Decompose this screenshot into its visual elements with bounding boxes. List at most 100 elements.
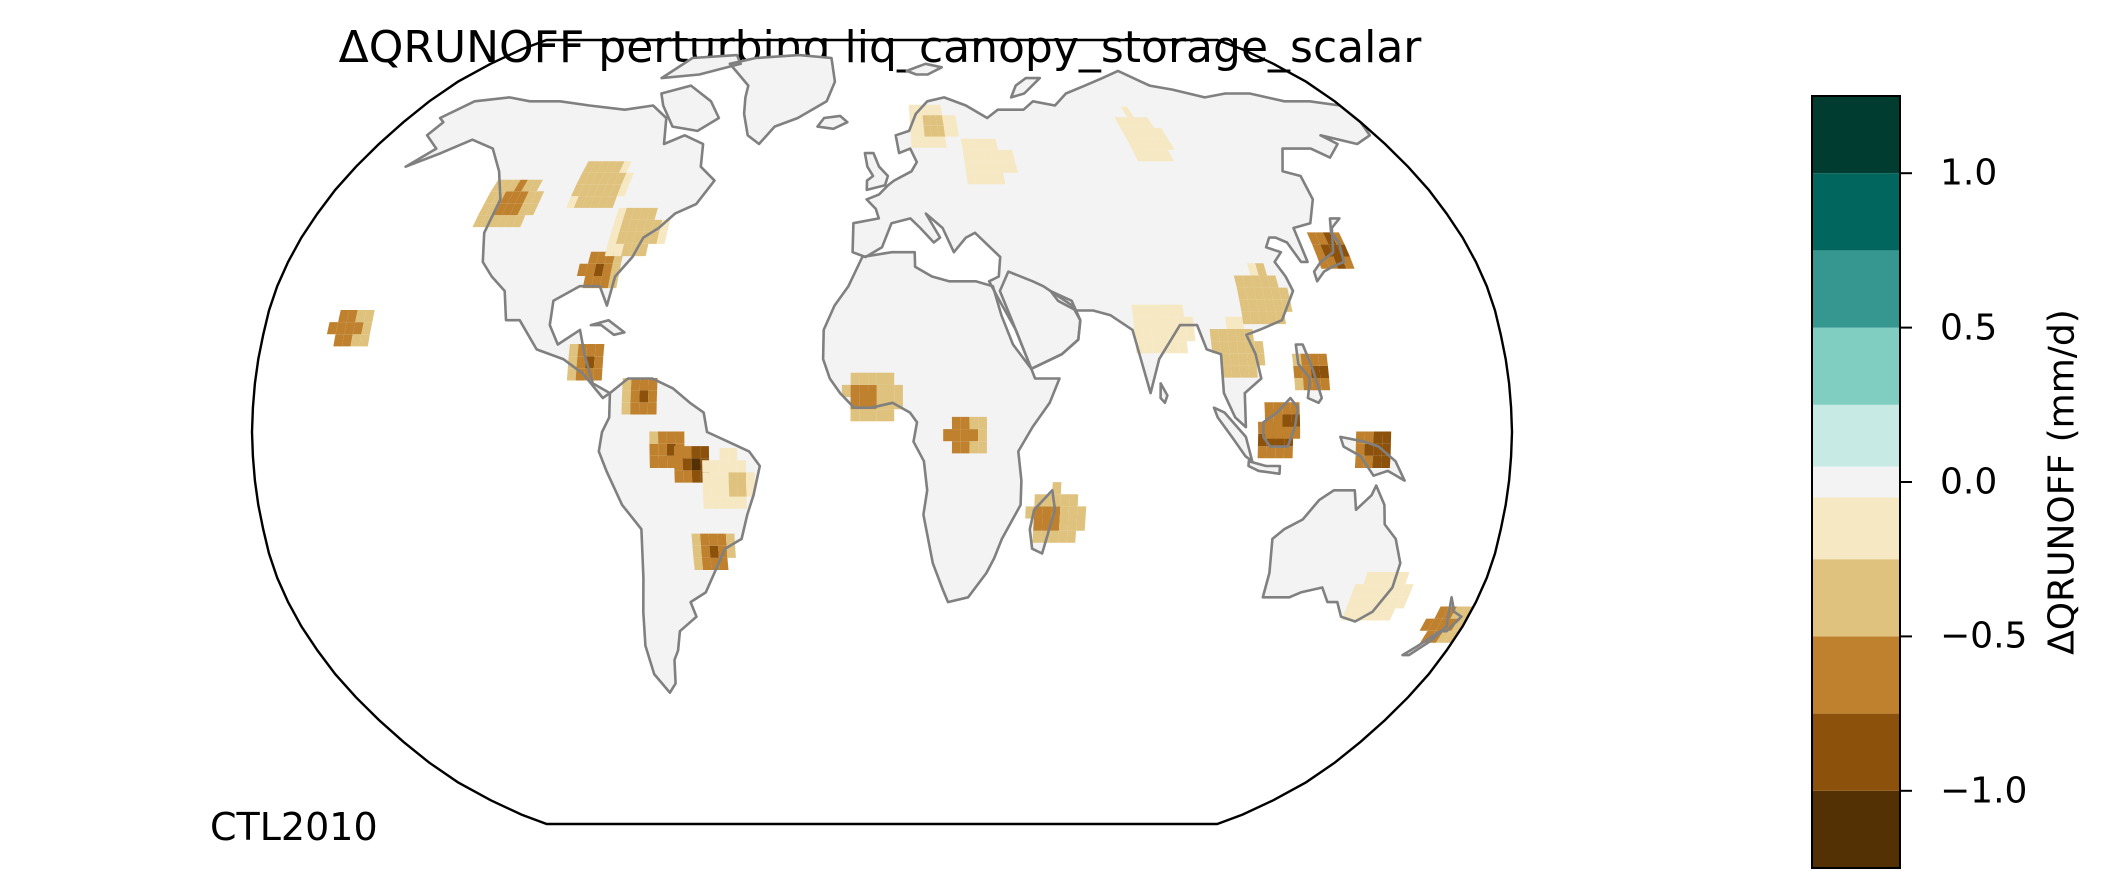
anomaly-cell [606, 172, 620, 185]
coastline-new-guinea [1339, 435, 1406, 482]
anomaly-cell [910, 125, 918, 137]
anomaly-cell [494, 203, 508, 216]
anomaly-cell [915, 115, 924, 126]
anomaly-cell [728, 472, 738, 485]
anomaly-cell [1373, 431, 1383, 444]
anomaly-cell [637, 243, 649, 257]
anomaly-cell [737, 484, 747, 497]
anomaly-cell [700, 446, 709, 459]
anomaly-cell [504, 215, 518, 228]
anomaly-cell [472, 215, 487, 228]
anomaly-cell [1346, 596, 1360, 609]
anomaly-cell [1247, 299, 1259, 312]
anomaly-cell [1246, 353, 1257, 366]
anomaly-cell [693, 557, 704, 570]
anomaly-cell [1134, 329, 1144, 342]
anomaly-cell [1264, 299, 1276, 312]
anomaly-cell [333, 334, 345, 347]
anomaly-cell [1142, 329, 1153, 342]
anomaly-cell [868, 384, 877, 397]
anomaly-cell [942, 115, 951, 126]
anomaly-cell [1233, 316, 1244, 329]
anomaly-cell [1150, 316, 1160, 329]
anomaly-cell [484, 191, 499, 204]
anomaly-cell [344, 322, 356, 335]
map-boundary [250, 38, 1514, 826]
anomaly-cell [1049, 530, 1059, 543]
anomaly-cell [737, 496, 747, 509]
anomaly-cell [593, 263, 605, 276]
anomaly-cell [607, 231, 620, 244]
anomaly-cell [1140, 138, 1154, 150]
anomaly-cell [1354, 596, 1368, 609]
anomaly-cell [969, 429, 979, 442]
anomaly-cell [621, 390, 631, 403]
region-southern-brazil [691, 533, 736, 570]
anomaly-cell [859, 372, 869, 385]
region-eastern-brazil [702, 448, 756, 509]
anomaly-cell [586, 184, 600, 197]
anomaly-cell [1434, 606, 1449, 619]
anomaly-cell [1341, 256, 1355, 269]
anomaly-cell [509, 203, 524, 216]
anomaly-cell [1042, 506, 1052, 519]
coastline-madagascar [1028, 489, 1057, 555]
anomaly-cell [1370, 596, 1385, 609]
anomaly-cell [1266, 446, 1276, 459]
anomaly-cell [1178, 341, 1189, 354]
colorbar-tick-label: −1.0 [1940, 770, 2028, 812]
coastline-iceland [816, 114, 849, 131]
anomaly-cell [1364, 431, 1374, 444]
anomaly-cell [1140, 127, 1155, 139]
anomaly-cell [601, 184, 615, 197]
anomaly-cell [571, 184, 584, 197]
anomaly-cell [1282, 426, 1292, 439]
anomaly-cell [1058, 530, 1068, 543]
anomaly-cell [1275, 446, 1285, 459]
anomaly-cell [648, 390, 658, 403]
anomaly-cell [1381, 455, 1391, 468]
coastline-java [1247, 459, 1282, 476]
anomaly-cell [859, 384, 869, 397]
colorbar-bin-9 [1812, 173, 1900, 251]
anomaly-cell [1146, 149, 1160, 162]
anomaly-cell [988, 138, 998, 150]
anomaly-cell [1209, 329, 1220, 342]
anomaly-cell [841, 384, 851, 397]
land-africa [823, 252, 1060, 603]
anomaly-cell [1154, 138, 1168, 150]
anomaly-cell [1007, 161, 1018, 173]
anomaly-cell [1160, 149, 1175, 162]
anomaly-cell [591, 172, 605, 185]
anomaly-cell [934, 104, 942, 116]
anomaly-cell [1236, 287, 1248, 300]
anomaly-cell [359, 334, 370, 347]
colorbar-bin-4 [1812, 497, 1900, 560]
anomaly-cell [971, 161, 981, 173]
anomaly-cell [876, 372, 886, 385]
anomaly-cell [927, 104, 936, 116]
anomaly-cell [622, 207, 635, 220]
coastline-borneo [1262, 396, 1300, 448]
anomaly-cell [576, 263, 588, 276]
anomaly-cell [621, 402, 631, 415]
anomaly-cell [1148, 304, 1159, 317]
anomaly-cell [1350, 584, 1364, 597]
colorbar-bin-6 [1812, 404, 1900, 467]
anomaly-cell [1127, 117, 1141, 128]
anomaly-cell [584, 172, 598, 185]
anomaly-cell [691, 446, 701, 459]
anomaly-cell [1228, 341, 1239, 354]
anomaly-cell [683, 470, 693, 483]
anomaly-cell [969, 416, 979, 430]
anomaly-cell [594, 344, 605, 357]
anomaly-cell [1235, 329, 1246, 342]
anomaly-cell [525, 203, 539, 216]
anomaly-cell [1069, 494, 1079, 507]
region-siberia [1114, 106, 1175, 162]
anomaly-cell [1226, 329, 1237, 342]
anomaly-cell [1435, 630, 1452, 643]
anomaly-cell [1169, 341, 1180, 354]
anomaly-cell [1120, 127, 1134, 139]
anomaly-cell [924, 136, 933, 148]
